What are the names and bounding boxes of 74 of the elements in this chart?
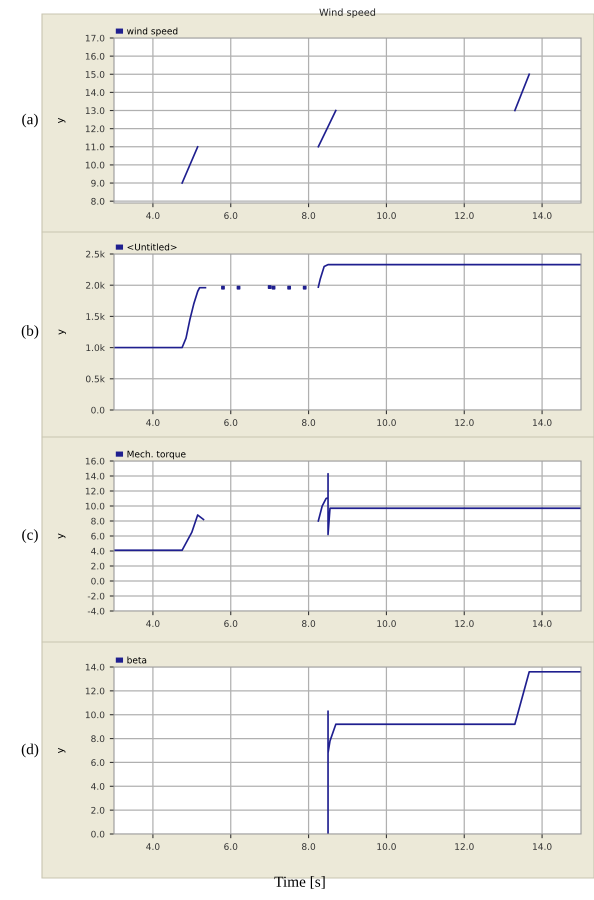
y-tick-label: 16.0 (86, 52, 104, 60)
y-tick-label: 10.0 (86, 162, 104, 168)
x-tick-label: 4.0 (146, 843, 160, 850)
y-tick-label: 12.0 (86, 125, 104, 132)
y-tick-label: 10.0 (86, 711, 104, 718)
x-tick-label: 4.0 (146, 212, 160, 220)
x-tick-label: 8.0 (302, 620, 316, 628)
y-axis-title: y (58, 329, 66, 335)
y-tick-label: 2.5k (86, 250, 105, 258)
y-tick-label: 0.0 (91, 578, 104, 585)
x-tick-label: 10.0 (377, 620, 396, 628)
y-tick-label: 15.0 (86, 70, 104, 78)
y-tick-label: 0.0 (91, 830, 104, 838)
y-tick-label: 14.0 (86, 89, 104, 96)
legend-label: wind speed (127, 27, 178, 36)
x-tick-label: 6.0 (224, 620, 238, 628)
x-tick-label: 12.0 (455, 212, 474, 220)
x-tick-label: 14.0 (533, 419, 552, 426)
x-axis-title: Time [s] (274, 876, 325, 889)
chart-title: Wind speed (319, 8, 376, 18)
legend-label: beta (127, 656, 146, 664)
y-tick-label: 17.0 (86, 34, 104, 42)
y-tick-label: 0.5k (86, 375, 105, 382)
y-tick-label: 8.0 (91, 518, 104, 525)
y-tick-label: 14.0 (86, 472, 104, 480)
text: (a) (22, 114, 38, 128)
y-tick-label: -2.0 (88, 592, 104, 600)
x-tick-label: 4.0 (146, 419, 160, 426)
x-tick-label: 8.0 (302, 419, 316, 426)
y-tick-label: 1.0k (86, 344, 105, 352)
x-tick-label: 6.0 (224, 843, 238, 850)
y-axis-title: y (58, 118, 66, 124)
y-tick-label: -4.0 (88, 608, 104, 615)
y-tick-label: 12.0 (86, 688, 104, 694)
y-tick-label: 2.0k (86, 282, 105, 289)
y-tick-label: 11.0 (86, 144, 104, 150)
x-tick-label: 14.0 (533, 620, 552, 628)
y-tick-label: 4.0 (91, 783, 104, 790)
y-tick-label: 13.0 (86, 107, 104, 114)
y-tick-label: 6.0 (91, 532, 104, 540)
x-tick-label: 10.0 (377, 212, 396, 220)
y-tick-label: 16.0 (86, 458, 104, 465)
legend-label: Mech. torque (128, 450, 186, 460)
y-tick-label: 10.0 (86, 502, 104, 510)
x-tick-label: 10.0 (377, 843, 396, 850)
x-tick-label: 14.0 (533, 843, 552, 850)
y-tick-label: 2.0 (91, 806, 104, 814)
y-tick-label: 8.0 (91, 735, 104, 742)
text: (b) (22, 325, 38, 339)
x-tick-label: 8.0 (302, 843, 316, 850)
y-tick-label: 12.0 (86, 488, 104, 495)
text: (c) (22, 529, 38, 543)
x-tick-label: 12.0 (455, 843, 474, 850)
x-tick-label: 6.0 (224, 419, 238, 426)
y-tick-label: 6.0 (91, 759, 104, 766)
x-tick-label: 12.0 (455, 620, 474, 628)
y-tick-label: 0.0 (91, 406, 104, 414)
y-tick-label: 2.0 (91, 562, 104, 570)
x-tick-label: 10.0 (377, 419, 396, 426)
y-tick-label: 4.0 (91, 548, 104, 555)
x-tick-label: 6.0 (224, 212, 238, 220)
y-tick-label: 14.0 (86, 664, 104, 671)
x-tick-label: 12.0 (455, 419, 474, 426)
y-tick-label: 9.0 (91, 180, 104, 187)
legend-label: <Untitled> (128, 243, 177, 250)
x-tick-label: 8.0 (302, 212, 316, 220)
text: (d) (22, 744, 38, 758)
x-tick-label: 14.0 (533, 212, 552, 220)
y-tick-label: 1.5k (86, 312, 105, 320)
y-axis-title: y (58, 533, 66, 539)
x-tick-label: 4.0 (146, 620, 160, 628)
line-series (327, 670, 581, 834)
y-tick-label: 8.0 (91, 198, 104, 205)
y-axis-title: y (58, 748, 66, 754)
